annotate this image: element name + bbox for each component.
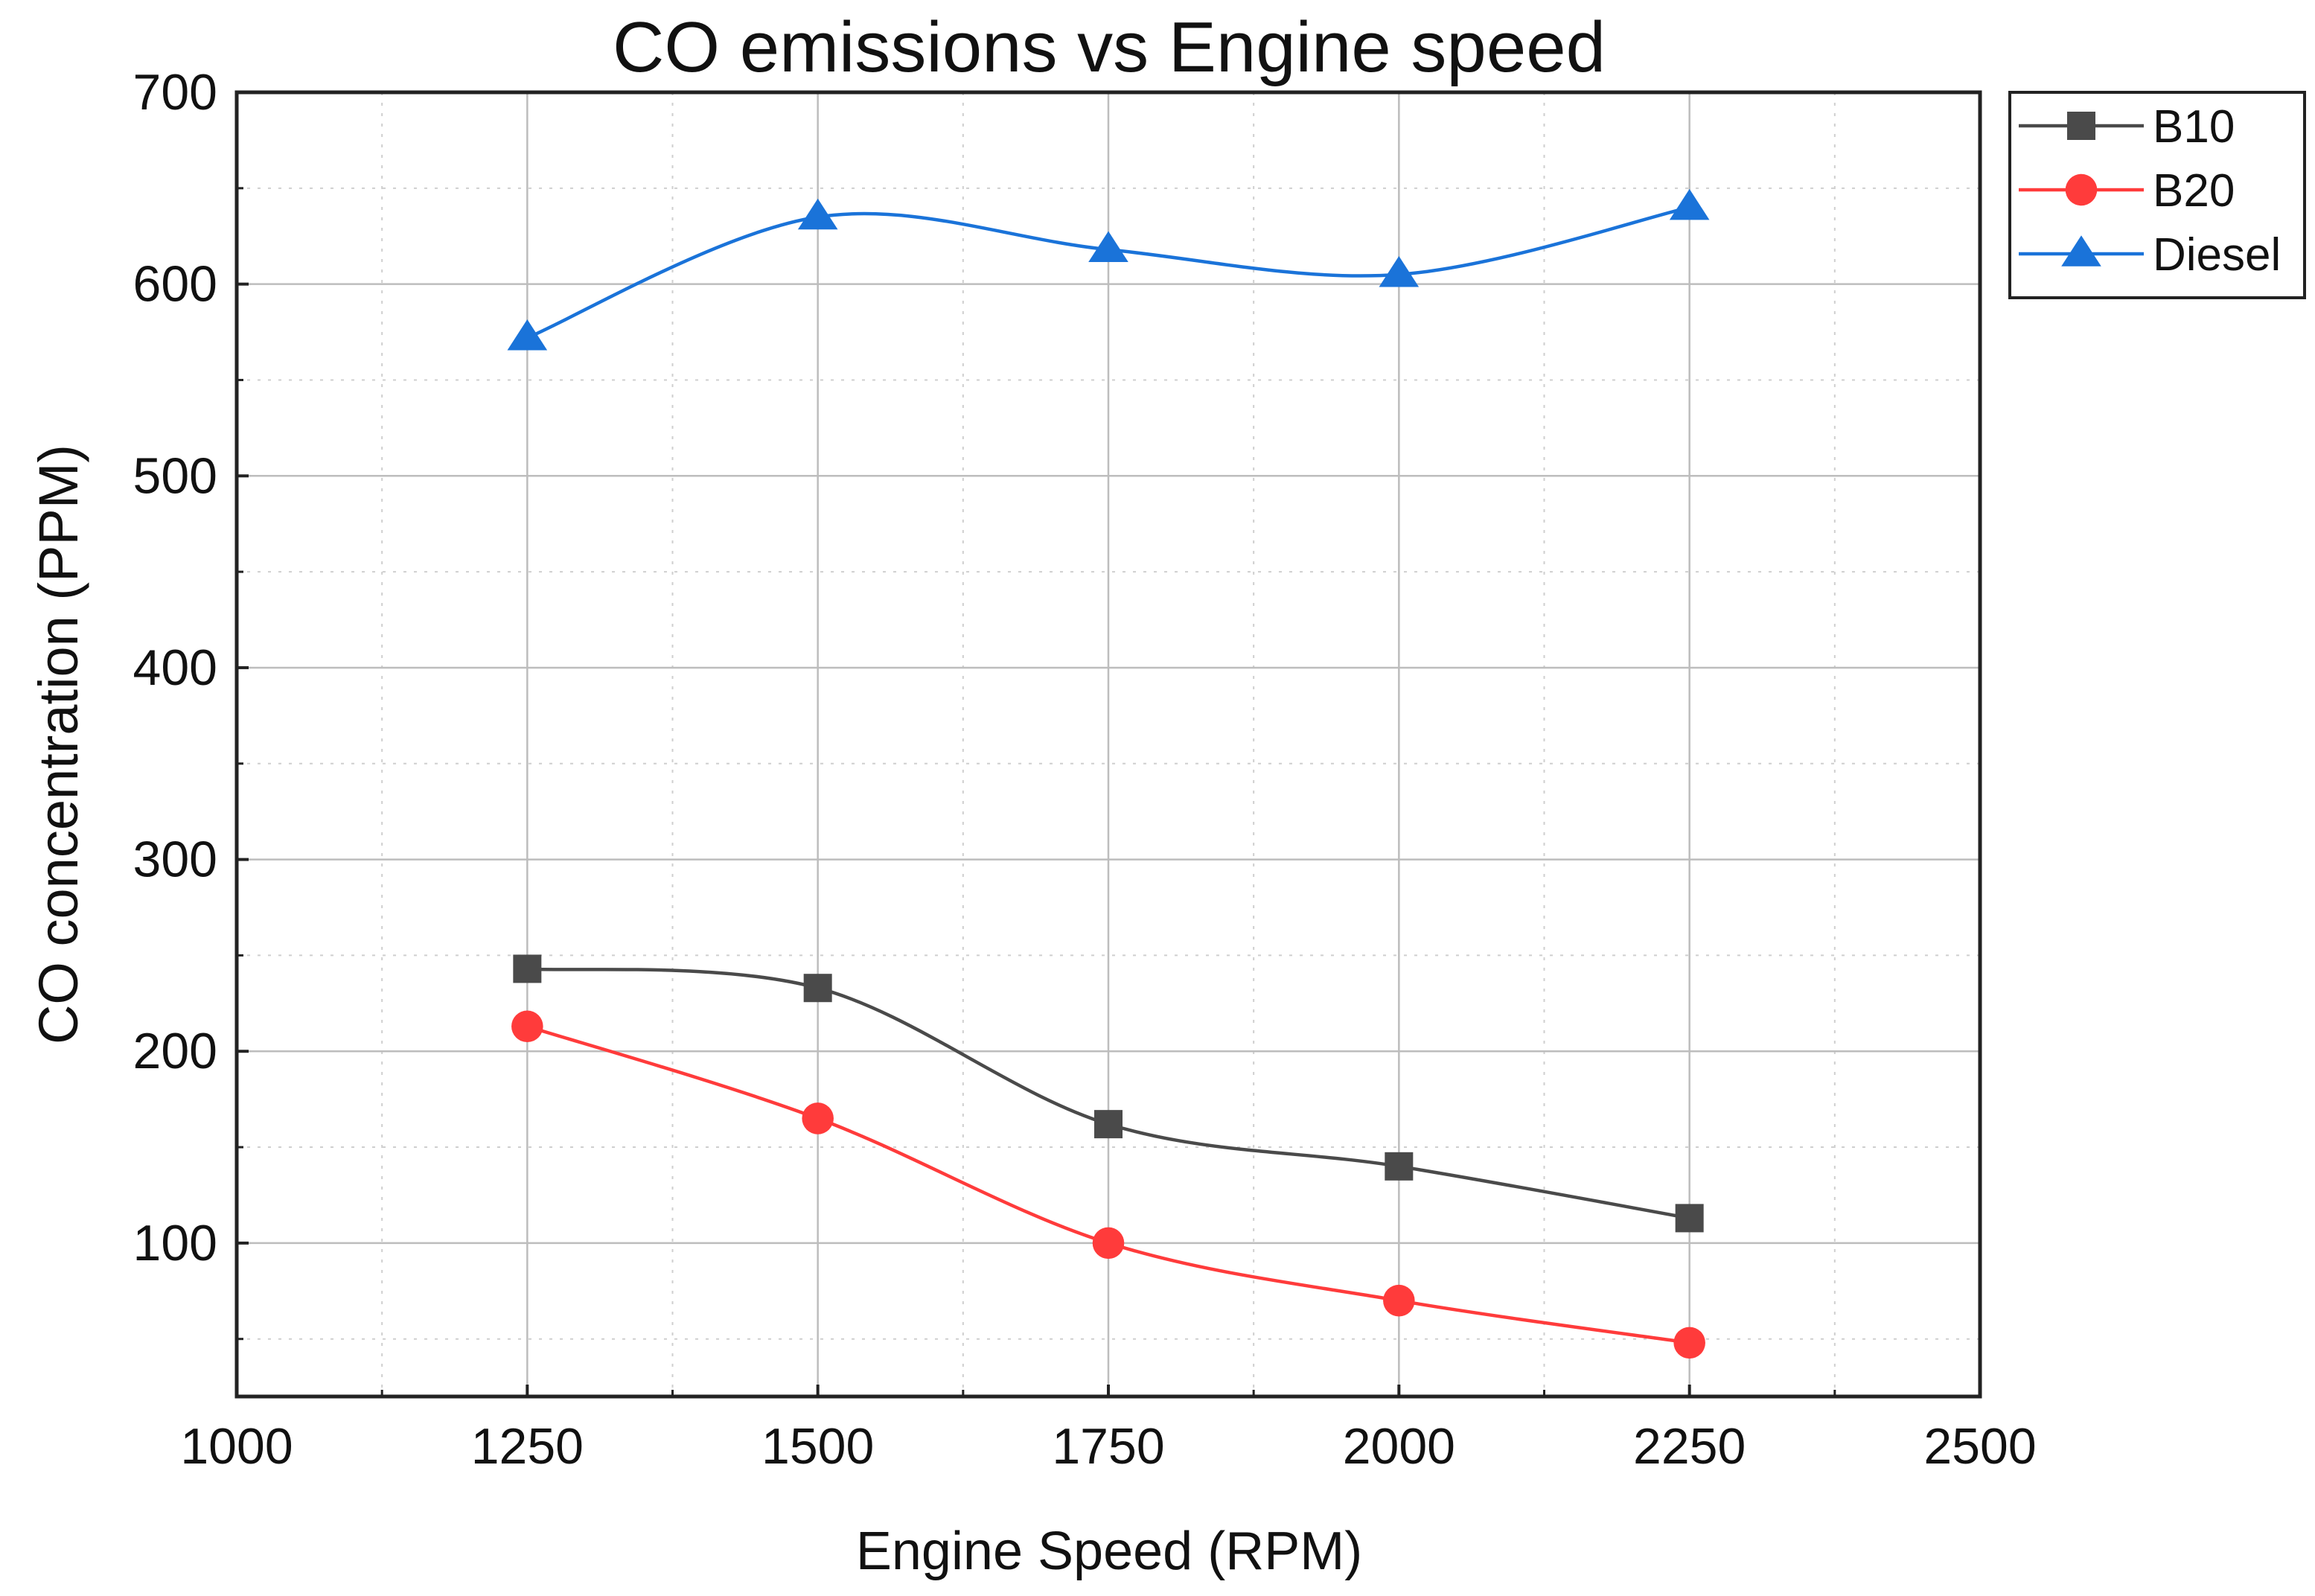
- data-point-b10: [1094, 1110, 1123, 1139]
- x-tick-label: 2000: [1343, 1418, 1455, 1475]
- y-tick-label: 600: [133, 256, 217, 313]
- data-point-b10: [803, 974, 832, 1003]
- grid: [237, 92, 1980, 1396]
- legend-label-b20: B20: [2153, 165, 2235, 217]
- data-point-b10: [1675, 1204, 1704, 1233]
- legend-marker-diesel: [2061, 235, 2101, 266]
- legend-marker-b10: [2067, 112, 2095, 140]
- legend-marker-b20: [2065, 173, 2098, 206]
- x-tick-label: 1250: [471, 1418, 584, 1475]
- x-tick-label: 1750: [1052, 1418, 1164, 1475]
- chart-title: CO emissions vs Engine speed: [613, 7, 1606, 87]
- y-tick-label: 500: [133, 447, 217, 504]
- x-tick-label: 1000: [180, 1418, 293, 1475]
- y-tick-label: 400: [133, 639, 217, 696]
- legend-label-diesel: Diesel: [2153, 229, 2281, 281]
- x-tick-label: 2250: [1633, 1418, 1746, 1475]
- data-point-diesel: [507, 319, 548, 351]
- data-point-diesel: [1088, 231, 1128, 263]
- legend: B10 B20 Diesel: [2008, 91, 2306, 299]
- series-b20: [511, 1010, 1705, 1359]
- x-tick-label: 2500: [1923, 1418, 2036, 1475]
- axis-ticks: 1000 1250 1500 1750 2000 2250 2500 100 200 300 400…: [133, 64, 2037, 1475]
- y-axis-label: CO concentration (PPM): [28, 444, 89, 1044]
- data-point-b10: [513, 954, 542, 983]
- data-point-b20: [1092, 1227, 1125, 1260]
- data-point-diesel: [1379, 256, 1420, 287]
- legend-label-b10: B10: [2153, 101, 2235, 153]
- data-point-b20: [511, 1010, 543, 1043]
- y-tick-label: 700: [133, 64, 217, 121]
- y-tick-label: 300: [133, 831, 217, 888]
- x-axis-label: Engine Speed (RPM): [856, 1522, 1362, 1581]
- series-diesel: [507, 188, 1710, 351]
- data-point-b10: [1385, 1152, 1414, 1181]
- data-point-b20: [1383, 1284, 1415, 1317]
- data-point-b20: [802, 1102, 834, 1134]
- series-b10: [513, 954, 1704, 1233]
- y-tick-label: 100: [133, 1215, 217, 1271]
- data-point-diesel: [1669, 188, 1710, 220]
- x-tick-label: 1500: [761, 1418, 874, 1475]
- data-point-diesel: [797, 198, 838, 230]
- data-point-b20: [1673, 1327, 1705, 1359]
- y-tick-label: 200: [133, 1023, 217, 1079]
